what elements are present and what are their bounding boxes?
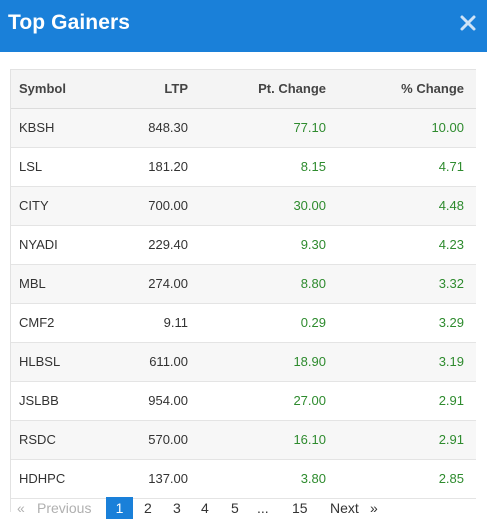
table-header-row: Symbol LTP Pt. Change % Change [11, 70, 476, 109]
ltp-cell: 700.00 [121, 186, 200, 226]
pt-change-cell: 3.80 [200, 459, 338, 499]
pt-change-cell: 16.10 [200, 420, 338, 460]
pct-change-cell: 3.29 [338, 303, 476, 343]
pct-change-cell: 4.23 [338, 225, 476, 265]
ltp-cell: 274.00 [121, 264, 200, 304]
ltp-cell: 570.00 [121, 420, 200, 460]
symbol-cell[interactable]: JSLBB [11, 381, 121, 421]
pt-change-cell: 9.30 [200, 225, 338, 265]
ltp-cell: 848.30 [121, 108, 200, 148]
pct-change-cell: 3.32 [338, 264, 476, 304]
symbol-cell[interactable]: CITY [11, 186, 121, 226]
table-row: NYADI 229.40 9.30 4.23 [11, 225, 476, 265]
pt-change-cell: 0.29 [200, 303, 338, 343]
table-row: CMF2 9.11 0.29 3.29 [11, 303, 476, 343]
close-icon[interactable] [459, 14, 477, 32]
pagination: « Previous 1 2 3 4 5 ... 15 Next » [0, 497, 487, 519]
pt-change-cell: 30.00 [200, 186, 338, 226]
table-row: LSL 181.20 8.15 4.71 [11, 147, 476, 187]
pt-change-cell: 8.15 [200, 147, 338, 187]
table-row: JSLBB 954.00 27.00 2.91 [11, 381, 476, 421]
ltp-cell: 229.40 [121, 225, 200, 265]
gainers-table: Symbol LTP Pt. Change % Change KBSH 848.… [11, 70, 476, 499]
symbol-cell[interactable]: CMF2 [11, 303, 121, 343]
ltp-cell: 137.00 [121, 459, 200, 499]
pagination-page-2[interactable]: 2 [144, 500, 152, 516]
modal-header: Top Gainers [0, 0, 487, 52]
pagination-page-4[interactable]: 4 [201, 500, 209, 516]
pagination-first-arrow[interactable]: « [17, 500, 25, 516]
pagination-next[interactable]: Next [330, 500, 359, 516]
ltp-cell: 611.00 [121, 342, 200, 382]
ltp-cell: 181.20 [121, 147, 200, 187]
pct-change-cell: 2.85 [338, 459, 476, 499]
symbol-cell[interactable]: NYADI [11, 225, 121, 265]
gainers-table-panel: Symbol LTP Pt. Change % Change KBSH 848.… [10, 69, 476, 512]
table-row: HLBSL 611.00 18.90 3.19 [11, 342, 476, 382]
table-row: CITY 700.00 30.00 4.48 [11, 186, 476, 226]
column-header-pt-change[interactable]: Pt. Change [200, 70, 338, 109]
symbol-cell[interactable]: KBSH [11, 108, 121, 148]
table-row: KBSH 848.30 77.10 10.00 [11, 108, 476, 148]
modal-title: Top Gainers [8, 11, 131, 34]
pct-change-cell: 4.71 [338, 147, 476, 187]
pt-change-cell: 18.90 [200, 342, 338, 382]
symbol-cell[interactable]: LSL [11, 147, 121, 187]
symbol-cell[interactable]: HDHPC [11, 459, 121, 499]
column-header-ltp[interactable]: LTP [121, 70, 200, 109]
symbol-cell[interactable]: HLBSL [11, 342, 121, 382]
pagination-page-3[interactable]: 3 [173, 500, 181, 516]
pagination-page-last[interactable]: 15 [292, 500, 308, 516]
column-header-symbol[interactable]: Symbol [11, 70, 121, 109]
pct-change-cell: 4.48 [338, 186, 476, 226]
pct-change-cell: 10.00 [338, 108, 476, 148]
ltp-cell: 954.00 [121, 381, 200, 421]
ltp-cell: 9.11 [121, 303, 200, 343]
pt-change-cell: 77.10 [200, 108, 338, 148]
column-header-pct-change[interactable]: % Change [338, 70, 476, 109]
pagination-previous[interactable]: Previous [37, 500, 92, 516]
pct-change-cell: 3.19 [338, 342, 476, 382]
symbol-cell[interactable]: MBL [11, 264, 121, 304]
table-row: HDHPC 137.00 3.80 2.85 [11, 459, 476, 499]
table-row: MBL 274.00 8.80 3.32 [11, 264, 476, 304]
symbol-cell[interactable]: RSDC [11, 420, 121, 460]
pagination-page-1[interactable]: 1 [106, 497, 133, 519]
pagination-page-5[interactable]: 5 [231, 500, 239, 516]
pct-change-cell: 2.91 [338, 381, 476, 421]
table-row: RSDC 570.00 16.10 2.91 [11, 420, 476, 460]
pt-change-cell: 8.80 [200, 264, 338, 304]
pct-change-cell: 2.91 [338, 420, 476, 460]
pagination-ellipsis: ... [257, 500, 269, 516]
pt-change-cell: 27.00 [200, 381, 338, 421]
pagination-last-arrow[interactable]: » [370, 500, 378, 516]
